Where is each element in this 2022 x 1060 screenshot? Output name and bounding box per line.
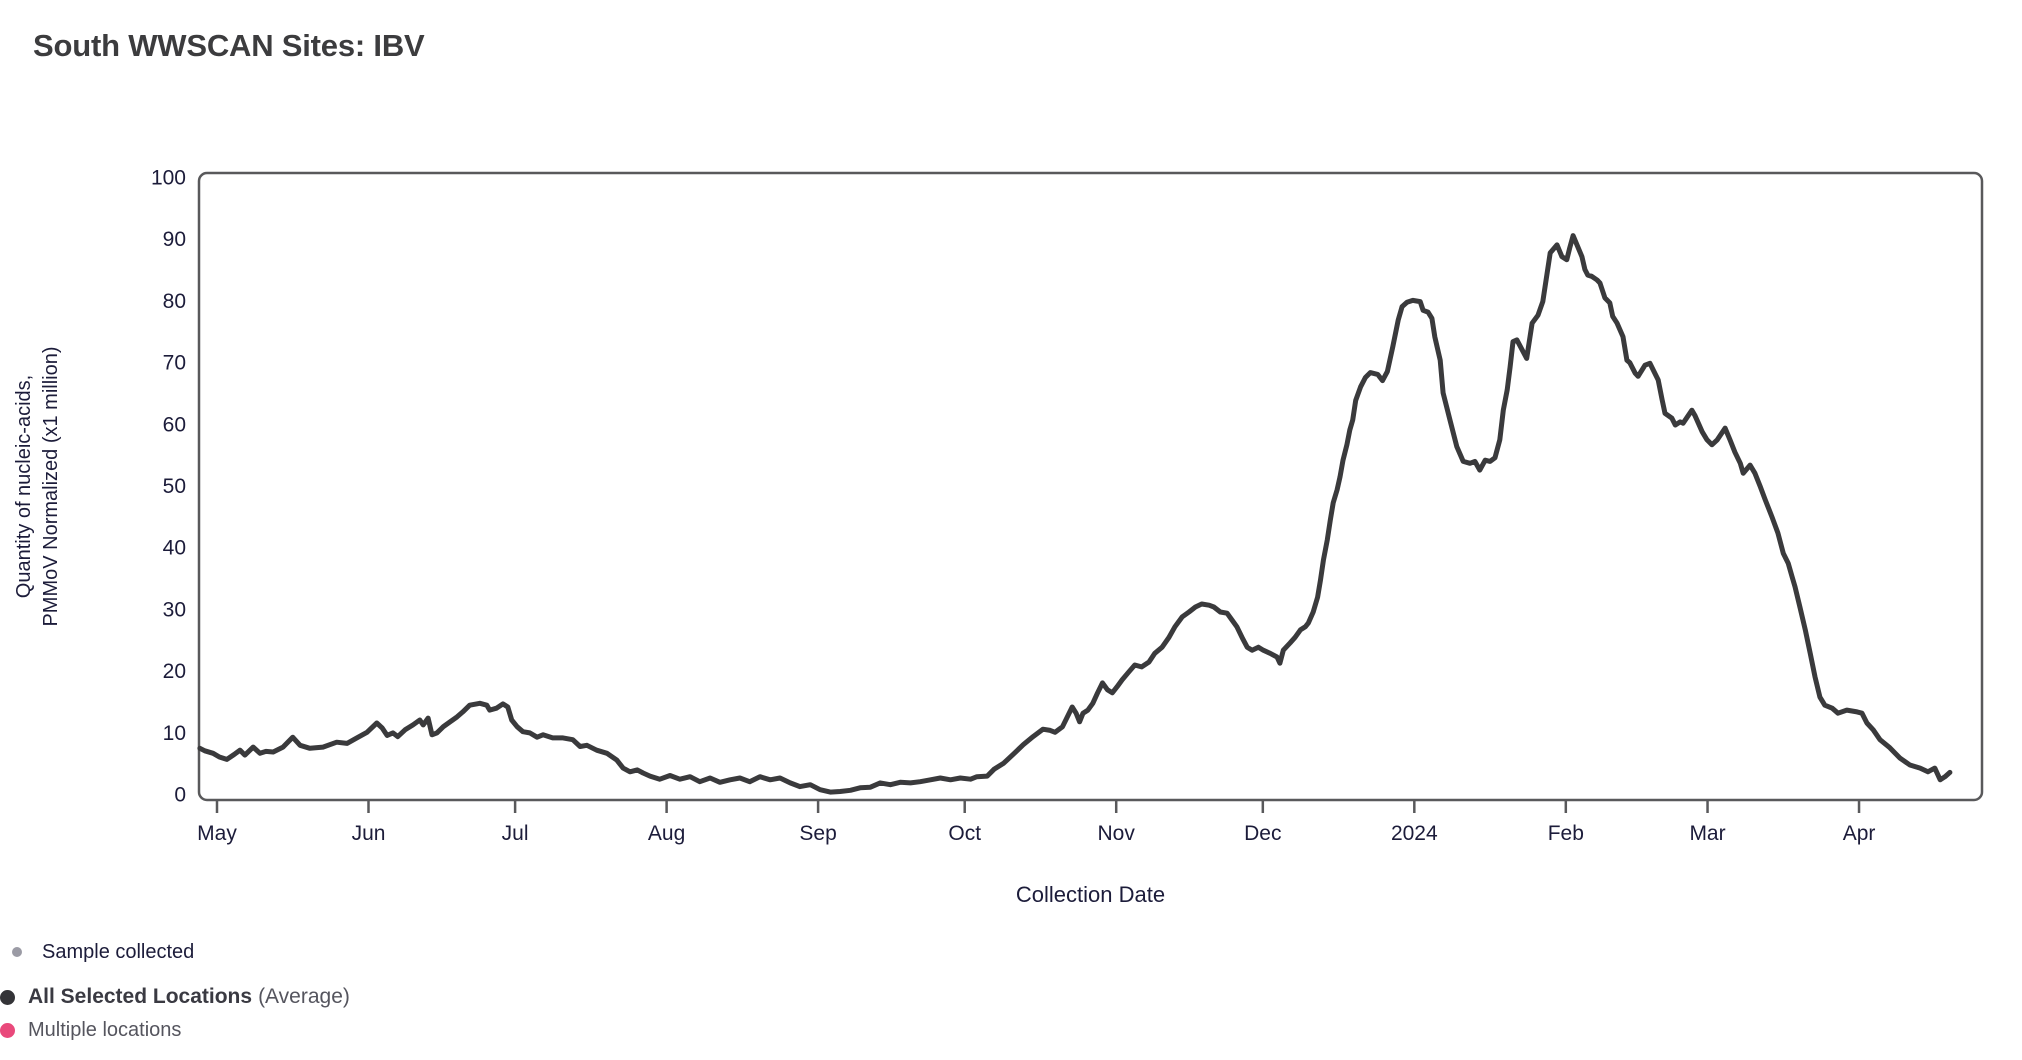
x-tick-label: Oct (948, 822, 981, 845)
average-series-line[interactable] (197, 233, 1953, 795)
y-tick-label: 80 (163, 290, 186, 313)
x-tick-label: Sep (799, 822, 836, 845)
legend-label-multiple-locations: Multiple locations (28, 1018, 182, 1041)
x-axis-title: Collection Date (1016, 882, 1165, 907)
x-tick-label: Aug (648, 822, 685, 845)
y-tick-label: 50 (163, 475, 186, 498)
x-tick-label: Dec (1244, 822, 1281, 845)
legend-item-all-selected-locations[interactable]: All Selected Locations (Average) (0, 985, 350, 1009)
y-tick-label: 90 (163, 228, 186, 251)
y-tick-label: 70 (163, 352, 186, 375)
y-axis-title-line1: Quantity of nucleic-acids, (13, 375, 35, 598)
y-tick-label: 40 (163, 537, 186, 560)
y-axis-title-line2: PMMoV Normalized (x1 million) (40, 346, 62, 626)
x-tick-label: 2024 (1391, 822, 1438, 845)
y-tick-label: 30 (163, 598, 186, 621)
x-tick-label: Apr (1843, 822, 1876, 845)
x-tick-label: Jun (352, 822, 386, 845)
x-tick-label: Mar (1689, 822, 1725, 845)
y-tick-label: 60 (163, 413, 186, 436)
legend-item-sample-collected[interactable]: Sample collected (12, 941, 194, 963)
y-tick-label: 0 (174, 784, 186, 807)
legend-label-average-suffix: (Average) (258, 985, 350, 1008)
plot-area-border (197, 171, 1984, 802)
x-tick-label: Nov (1098, 822, 1136, 845)
x-tick-label: May (197, 822, 237, 845)
y-tick-label: 100 (151, 167, 186, 190)
legend-item-multiple-locations[interactable]: Multiple locations (0, 1018, 181, 1042)
x-tick-label: Feb (1548, 822, 1584, 845)
legend-label-sample-collected: Sample collected (42, 940, 195, 963)
page-title: South WWSCAN Sites: IBV (33, 28, 425, 63)
multiple-locations-dot-icon (0, 1022, 15, 1038)
sample-collected-dot-icon (12, 947, 22, 957)
y-tick-label: 20 (163, 660, 186, 683)
legend-label-all-selected-locations: All Selected Locations (28, 985, 253, 1008)
all-locations-dot-icon (0, 989, 15, 1005)
y-tick-label: 10 (163, 722, 186, 745)
x-tick-label: Jul (502, 822, 529, 845)
